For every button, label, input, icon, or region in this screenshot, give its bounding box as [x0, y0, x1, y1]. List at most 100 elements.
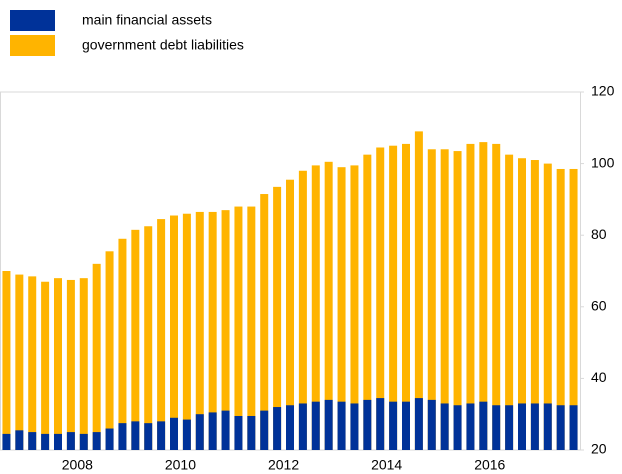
y-tick-label: 40 — [591, 369, 607, 385]
bar — [286, 179, 294, 450]
bar — [182, 419, 191, 450]
bar — [144, 423, 153, 450]
bar — [350, 165, 359, 450]
bar — [28, 276, 37, 450]
bar — [208, 211, 217, 450]
bar — [79, 433, 88, 450]
x-tick-label: 2012 — [268, 457, 299, 473]
bar — [247, 415, 256, 450]
bar — [324, 161, 333, 450]
bar — [131, 229, 140, 450]
bar — [466, 143, 475, 450]
bar — [376, 147, 385, 451]
bar — [389, 401, 398, 450]
x-tick-label: 2010 — [165, 457, 196, 473]
y-tick-label: 20 — [591, 441, 607, 457]
bar — [157, 421, 166, 450]
bar — [260, 194, 269, 450]
bar — [530, 403, 539, 450]
bar — [28, 432, 37, 450]
bar — [286, 405, 294, 450]
legend-label: main financial assets — [82, 12, 212, 28]
bar — [376, 398, 385, 450]
x-tick-label: 2014 — [371, 457, 402, 473]
bar — [105, 428, 114, 450]
bar — [298, 170, 307, 450]
bar — [479, 142, 488, 450]
bar — [182, 213, 191, 450]
bar — [131, 421, 140, 450]
bar — [195, 211, 204, 450]
bar — [221, 410, 230, 450]
y-tick-label: 80 — [591, 226, 607, 242]
bar — [530, 160, 539, 450]
bar — [273, 407, 282, 450]
legend-swatch — [10, 35, 55, 56]
bar — [234, 206, 243, 450]
bar — [414, 398, 423, 450]
y-tick-label: 60 — [591, 298, 607, 314]
bar — [440, 149, 449, 450]
bar — [54, 278, 62, 450]
bar — [311, 165, 320, 450]
x-tick-label: 2008 — [62, 457, 93, 473]
bar — [15, 430, 24, 450]
bar — [234, 415, 243, 450]
bar — [479, 401, 488, 450]
bar — [105, 251, 114, 450]
bar — [15, 274, 24, 450]
bar — [543, 403, 552, 450]
bar — [337, 401, 346, 450]
bar — [363, 399, 372, 450]
legend-swatch — [10, 10, 55, 31]
bar — [66, 432, 75, 450]
y-tick-label: 100 — [591, 154, 615, 170]
bar — [118, 238, 127, 450]
bar — [440, 403, 449, 450]
bar — [2, 271, 11, 450]
bar — [298, 403, 307, 450]
bar — [337, 167, 346, 450]
bar — [79, 278, 88, 450]
bar — [414, 131, 423, 450]
bar — [170, 417, 178, 450]
bar — [2, 433, 11, 450]
bar — [569, 405, 578, 450]
bar — [41, 281, 50, 450]
bar — [402, 143, 410, 450]
bar — [363, 154, 372, 450]
bar — [543, 163, 552, 450]
bar — [453, 405, 462, 450]
bar — [273, 186, 282, 450]
y-tick-label: 120 — [591, 83, 615, 99]
bar — [41, 433, 50, 450]
bar — [144, 226, 153, 450]
bar — [221, 210, 230, 450]
bar — [492, 405, 501, 450]
bar — [157, 219, 166, 450]
bar — [54, 433, 62, 450]
bar — [66, 279, 75, 450]
bar — [92, 432, 101, 450]
legend-label: government debt liabilities — [82, 37, 244, 53]
bar — [247, 206, 256, 450]
bar — [518, 158, 526, 451]
bar — [350, 403, 359, 450]
bar — [556, 168, 565, 450]
bar — [453, 151, 462, 450]
bar — [389, 145, 398, 450]
x-tick-label: 2016 — [474, 457, 505, 473]
bar — [518, 403, 526, 450]
bar — [505, 405, 514, 450]
bar — [170, 215, 178, 450]
bar — [402, 401, 410, 450]
bar — [118, 423, 127, 450]
bar — [208, 412, 217, 450]
bar — [569, 168, 578, 450]
bar — [324, 399, 333, 450]
bar — [492, 143, 501, 450]
bar — [260, 410, 269, 450]
bar — [466, 403, 475, 450]
